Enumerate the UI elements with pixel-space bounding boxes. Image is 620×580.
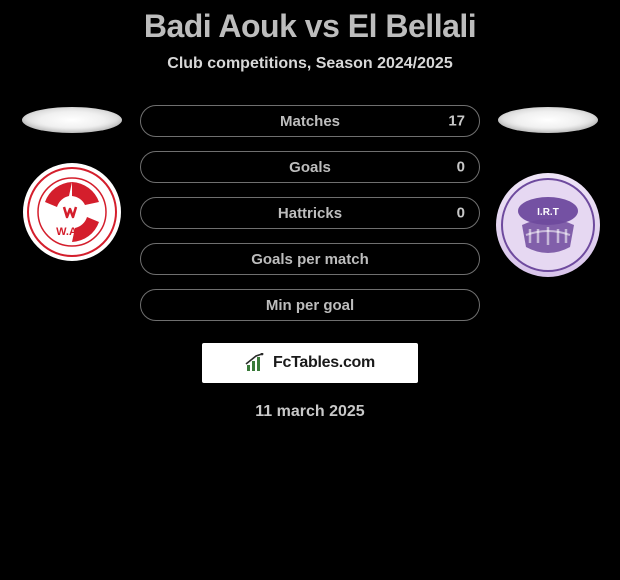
watermark-badge: FcTables.com bbox=[202, 343, 418, 383]
player-right-club-logo: I.R.T bbox=[496, 173, 600, 277]
stats-column: Matches 17 Goals 0 Hattricks 0 Goals per… bbox=[140, 105, 480, 321]
stat-value-right: 17 bbox=[448, 113, 465, 130]
stat-label: Min per goal bbox=[266, 297, 354, 314]
chart-icon bbox=[245, 353, 267, 373]
stat-value-right: 0 bbox=[457, 159, 465, 176]
page-title: Badi Aouk vs El Bellali bbox=[0, 8, 620, 45]
date-text: 11 march 2025 bbox=[0, 403, 620, 421]
player-left-club-logo: W.A.C bbox=[23, 163, 121, 261]
subtitle: Club competitions, Season 2024/2025 bbox=[0, 55, 620, 73]
stat-value-right: 0 bbox=[457, 205, 465, 222]
stat-label: Hattricks bbox=[278, 205, 342, 222]
comparison-row: W.A.C Matches 17 Goals 0 Hattricks 0 Goa… bbox=[0, 101, 620, 321]
stat-label: Matches bbox=[280, 113, 340, 130]
svg-text:I.R.T: I.R.T bbox=[537, 207, 559, 218]
watermark-text: FcTables.com bbox=[273, 354, 375, 372]
wac-logo-icon: W.A.C bbox=[27, 167, 117, 257]
stat-label: Goals bbox=[289, 159, 331, 176]
player-right-column: I.R.T bbox=[496, 101, 600, 277]
stat-row-goals-per-match: Goals per match bbox=[140, 243, 480, 275]
irt-logo-icon: I.R.T bbox=[500, 177, 596, 273]
player-left-column: W.A.C bbox=[20, 101, 124, 261]
stat-row-goals: Goals 0 bbox=[140, 151, 480, 183]
player-left-avatar-placeholder bbox=[22, 107, 122, 133]
stat-label: Goals per match bbox=[251, 251, 369, 268]
stat-row-matches: Matches 17 bbox=[140, 105, 480, 137]
stat-row-min-per-goal: Min per goal bbox=[140, 289, 480, 321]
infographic-container: Badi Aouk vs El Bellali Club competition… bbox=[0, 0, 620, 580]
stat-row-hattricks: Hattricks 0 bbox=[140, 197, 480, 229]
player-right-avatar-placeholder bbox=[498, 107, 598, 133]
svg-text:W.A.C: W.A.C bbox=[56, 226, 88, 238]
